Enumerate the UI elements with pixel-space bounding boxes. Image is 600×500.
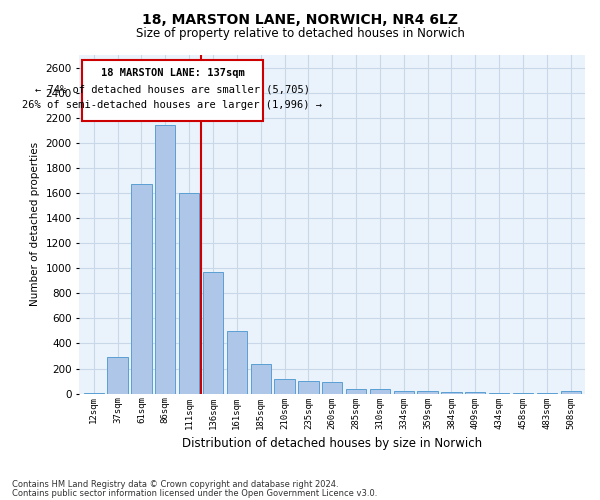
X-axis label: Distribution of detached houses by size in Norwich: Distribution of detached houses by size …	[182, 437, 482, 450]
Bar	[83, 393, 104, 394]
FancyBboxPatch shape	[82, 60, 263, 122]
Bar	[513, 393, 533, 394]
Bar	[274, 379, 295, 394]
Bar	[107, 356, 128, 394]
Text: ← 74% of detached houses are smaller (5,705): ← 74% of detached houses are smaller (5,…	[35, 84, 310, 94]
Bar	[203, 272, 223, 394]
Bar	[418, 392, 438, 394]
Bar	[489, 392, 509, 394]
Text: Contains public sector information licensed under the Open Government Licence v3: Contains public sector information licen…	[12, 488, 377, 498]
Text: Contains HM Land Registry data © Crown copyright and database right 2024.: Contains HM Land Registry data © Crown c…	[12, 480, 338, 489]
Bar	[394, 391, 414, 394]
Bar	[346, 388, 366, 394]
Bar	[465, 392, 485, 394]
Bar	[179, 193, 199, 394]
Bar	[251, 364, 271, 394]
Bar	[537, 393, 557, 394]
Bar	[322, 382, 343, 394]
Text: 18 MARSTON LANE: 137sqm: 18 MARSTON LANE: 137sqm	[101, 68, 244, 78]
Text: Size of property relative to detached houses in Norwich: Size of property relative to detached ho…	[136, 28, 464, 40]
Text: 26% of semi-detached houses are larger (1,996) →: 26% of semi-detached houses are larger (…	[22, 100, 322, 110]
Y-axis label: Number of detached properties: Number of detached properties	[30, 142, 40, 306]
Bar	[298, 381, 319, 394]
Bar	[442, 392, 461, 394]
Text: 18, MARSTON LANE, NORWICH, NR4 6LZ: 18, MARSTON LANE, NORWICH, NR4 6LZ	[142, 12, 458, 26]
Bar	[155, 125, 175, 394]
Bar	[560, 391, 581, 394]
Bar	[370, 389, 390, 394]
Bar	[131, 184, 152, 394]
Bar	[227, 331, 247, 394]
